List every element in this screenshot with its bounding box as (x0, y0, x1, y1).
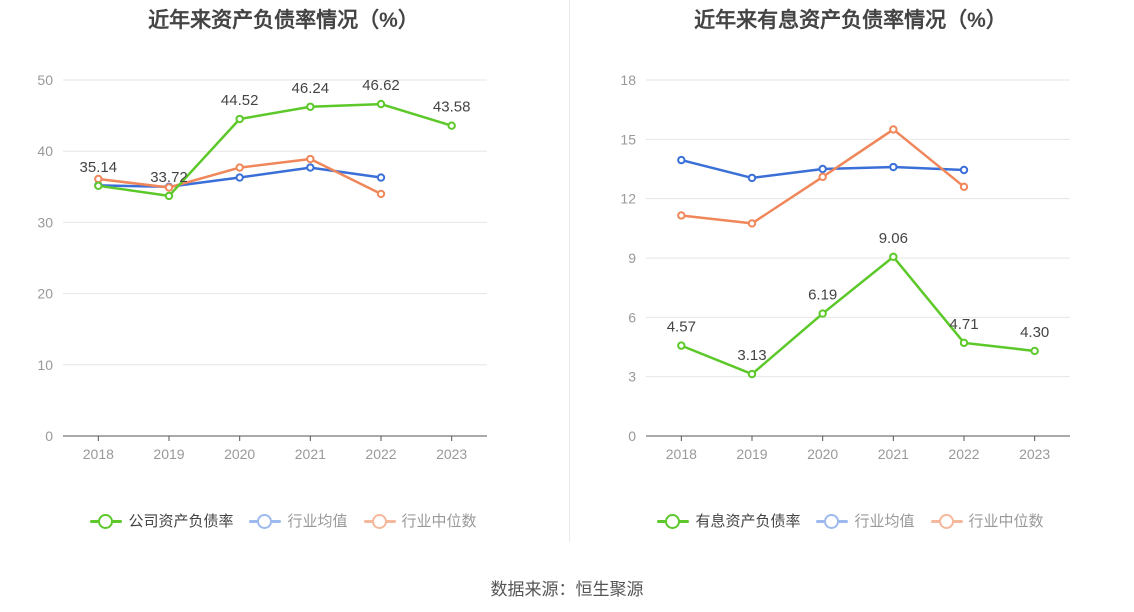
legend-line-marker-icon (930, 513, 963, 529)
data-point (306, 102, 315, 111)
data-point (959, 338, 969, 348)
data-point (376, 99, 386, 109)
series-line (98, 102, 453, 198)
x-tick-label: 2022 (948, 446, 979, 462)
y-tick-label: 12 (620, 191, 636, 207)
legend-line-marker-icon (363, 513, 396, 529)
data-label: 46.62 (362, 77, 400, 94)
data-point (235, 163, 244, 172)
line-chart-plot: 0 10 20 30 40 50 2018 2019 2020 2021 2022 2023 35.14… (37, 72, 487, 462)
x-tick-label: 2018 (83, 446, 114, 462)
legend-line-marker-icon (90, 513, 123, 529)
data-label: 9.06 (879, 230, 908, 247)
x-tick-label: 2020 (807, 446, 838, 462)
legend-label: 行业中位数 (401, 513, 477, 530)
x-tick-label: 2018 (666, 446, 697, 462)
data-source-note: 数据来源：恒生聚源 (490, 580, 644, 599)
x-tick-label: 2020 (224, 446, 255, 462)
y-tick-label: 30 (37, 214, 53, 230)
y-tick-label: 6 (628, 309, 636, 325)
data-label: 44.52 (221, 92, 259, 109)
data-point (164, 183, 174, 192)
y-tick-label: 50 (37, 72, 53, 88)
data-label: 33.72 (150, 169, 188, 186)
data-point (306, 154, 315, 164)
data-point (94, 181, 103, 191)
legend-label: 公司资产负债率 (128, 513, 234, 530)
data-point (818, 172, 827, 182)
data-point (818, 164, 827, 174)
data-point (747, 173, 757, 183)
data-label: 43.58 (433, 99, 471, 116)
data-point (677, 155, 686, 165)
legend-line-marker-icon (816, 513, 849, 529)
y-tick-label: 0 (628, 428, 636, 444)
y-tick-label: 9 (628, 250, 636, 266)
y-tick-label: 18 (620, 72, 636, 88)
legend-line-marker-icon (657, 513, 690, 529)
legend-item-company[interactable]: 公司资产负债率 (90, 510, 233, 531)
data-point (959, 165, 969, 175)
x-tick-label: 2023 (436, 446, 467, 462)
chart-panel-right: 近年来有息资产负债率情况（%） 0 3 6 9 12 15 18 2018 2019 2020 20… (567, 0, 1134, 560)
data-point (747, 219, 757, 228)
legend-item-industry-mean[interactable]: 行业均值 (816, 510, 915, 531)
series-line (680, 255, 1035, 376)
data-point (164, 191, 174, 201)
chart-legend: 有息资产负债率 行业均值 行业中位数 (567, 510, 1134, 531)
data-label: 46.24 (292, 80, 330, 97)
y-tick-label: 15 (620, 131, 636, 147)
data-point (94, 174, 103, 184)
x-tick-label: 2022 (365, 446, 396, 462)
y-tick-label: 10 (37, 357, 53, 373)
data-point (747, 369, 757, 379)
data-label: 4.71 (949, 316, 978, 333)
data-point (677, 211, 686, 220)
data-point (889, 162, 898, 172)
legend-label: 行业中位数 (968, 513, 1044, 530)
data-point (447, 121, 456, 130)
chart-title: 近年来有息资产负债率情况（%） (694, 9, 1007, 32)
data-label: 4.57 (667, 319, 696, 336)
legend-line-marker-icon (249, 513, 282, 529)
panel-divider (569, 0, 570, 542)
y-tick-label: 40 (37, 143, 53, 159)
data-point (235, 114, 244, 124)
data-point (818, 309, 827, 318)
x-tick-label: 2021 (295, 446, 326, 462)
x-tick-label: 2019 (736, 446, 767, 462)
legend-item-industry-median[interactable]: 行业中位数 (930, 510, 1044, 531)
data-point (235, 173, 244, 182)
x-tick-label: 2019 (153, 446, 184, 462)
legend-label: 有息资产负债率 (695, 513, 801, 530)
legend-label: 行业均值 (287, 513, 348, 530)
y-tick-label: 0 (45, 428, 53, 444)
chart-panel-left: 近年来资产负债率情况（%） 0 10 20 30 40 50 2018 2019 2020 202… (0, 0, 567, 560)
data-point (889, 252, 898, 262)
legend-label: 行业均值 (854, 513, 915, 530)
data-label: 4.30 (1020, 324, 1049, 341)
y-tick-label: 20 (37, 286, 53, 302)
chart-title: 近年来资产负债率情况（%） (148, 9, 419, 32)
data-point (889, 125, 898, 134)
chart-legend: 公司资产负债率 行业均值 行业中位数 (0, 510, 567, 531)
data-label: 6.19 (808, 287, 837, 304)
line-chart-plot: 0 3 6 9 12 15 18 2018 2019 2020 2021 2022 2023 4.57 3.… (620, 72, 1070, 462)
data-label: 35.14 (80, 159, 118, 176)
data-point (376, 189, 386, 199)
data-point (959, 182, 969, 192)
data-point (376, 173, 386, 182)
legend-item-company[interactable]: 有息资产负债率 (657, 510, 800, 531)
legend-item-industry-mean[interactable]: 行业均值 (249, 510, 348, 531)
x-tick-label: 2023 (1019, 446, 1050, 462)
data-point (1030, 346, 1039, 356)
y-tick-label: 3 (628, 369, 636, 385)
data-point (677, 341, 686, 350)
data-label: 3.13 (737, 347, 766, 364)
x-tick-label: 2021 (878, 446, 909, 462)
data-point (306, 163, 315, 172)
legend-item-industry-median[interactable]: 行业中位数 (363, 510, 477, 531)
